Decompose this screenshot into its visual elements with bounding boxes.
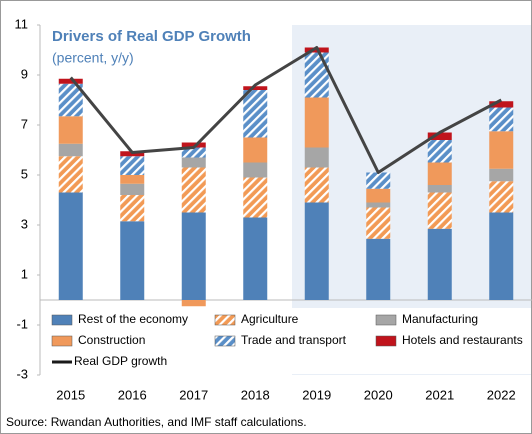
bar-segment (58, 143, 83, 157)
legend-label: Hotels and restaurants (402, 333, 523, 347)
chart-title: Drivers of Real GDP Growth (52, 28, 251, 45)
bar-segment (366, 238, 391, 300)
bar-segment (243, 90, 268, 138)
bar-segment (489, 107, 514, 132)
y-tick-label: 7 (21, 116, 28, 131)
bar-segment (489, 131, 514, 169)
legend-swatch (51, 314, 73, 326)
bar-segment (427, 140, 452, 163)
bar-segment (181, 300, 206, 307)
legend-swatch (375, 335, 397, 347)
bar-segment (304, 147, 329, 168)
legend-label: Construction (78, 333, 145, 347)
bar-segment (427, 192, 452, 229)
x-tick-label: 2017 (179, 387, 208, 402)
y-tick-label: 1 (21, 266, 28, 281)
legend-label: Manufacturing (402, 312, 478, 326)
y-tick-label: -1 (16, 316, 28, 331)
bar-segment (181, 167, 206, 213)
legend-label: Trade and transport (241, 333, 347, 347)
x-tick-label: 2022 (487, 387, 516, 402)
x-tick-label: 2019 (302, 387, 331, 402)
bar-segment (427, 228, 452, 300)
bar-segment (120, 195, 145, 222)
y-tick-label: 9 (21, 66, 28, 81)
bar-segment (489, 181, 514, 213)
x-tick-label: 2020 (364, 387, 393, 402)
bar-segment (58, 78, 83, 84)
bar-segment (366, 172, 391, 189)
line-series (69, 46, 502, 174)
legend-swatch (214, 335, 236, 347)
bar-segment (489, 212, 514, 300)
source-note: Source: Rwandan Authorities, and IMF sta… (6, 415, 307, 429)
legend-label: Agriculture (241, 312, 299, 326)
y-tick-label: 3 (21, 216, 28, 231)
legend-label: Rest of the economy (78, 312, 188, 326)
bar-segment (243, 217, 268, 300)
chart-subtitle: (percent, y/y) (52, 50, 134, 66)
legend-swatch (51, 335, 73, 347)
bar-segment (304, 52, 329, 98)
bar-segment (58, 116, 83, 144)
bar-segment (243, 177, 268, 218)
bar-segment (489, 168, 514, 182)
bar-segment (120, 175, 145, 184)
x-tick-label: 2018 (241, 387, 270, 402)
legend-label: Real GDP growth (74, 354, 167, 368)
x-tick-label: 2015 (56, 387, 85, 402)
bar-segment (181, 142, 206, 148)
bar-segment (243, 86, 268, 90)
bar-segment (120, 156, 145, 175)
legend-swatch (375, 314, 397, 326)
x-tick-label: 2016 (118, 387, 147, 402)
bar-segment (181, 157, 206, 168)
y-tick-label: -3 (16, 366, 28, 381)
legend-box (44, 308, 531, 374)
bar-segment (58, 156, 83, 193)
bar-segment (304, 202, 329, 300)
bar-segment (489, 101, 514, 108)
bar-segment (243, 137, 268, 163)
bar-segment (304, 167, 329, 203)
legend-swatch (214, 314, 236, 326)
bar-segment (427, 132, 452, 140)
bar-segment (120, 221, 145, 300)
x-tick-label: 2021 (425, 387, 454, 402)
bar-segment (181, 147, 206, 158)
y-tick-label: 5 (21, 166, 28, 181)
bar-segment (366, 207, 391, 239)
bar-segment (304, 97, 329, 148)
y-tick-label: 11 (15, 16, 29, 31)
bar-segment (243, 162, 268, 178)
bar-segment (427, 185, 452, 193)
bar-segment (366, 188, 391, 203)
bar-segment (58, 192, 83, 300)
bar-segment (427, 162, 452, 185)
bar-segment (366, 202, 391, 208)
bar-segment (120, 183, 145, 195)
bar-segment (181, 212, 206, 300)
